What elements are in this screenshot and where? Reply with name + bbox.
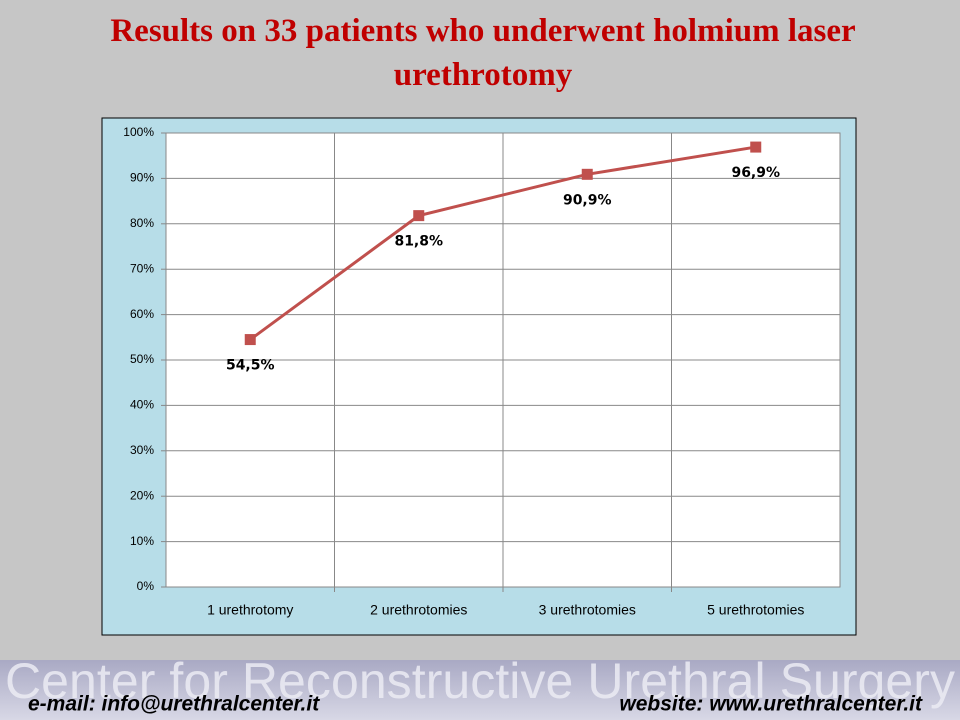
y-tick-label: 100% (123, 125, 154, 139)
x-tick-label: 5 urethrotomies (707, 602, 804, 618)
y-tick-label: 60% (130, 307, 154, 321)
footer-band (0, 660, 960, 720)
value-label: 96,9% (731, 165, 780, 181)
marker (244, 334, 256, 346)
x-tick-label: 2 urethrotomies (370, 602, 467, 618)
y-tick-label: 40% (130, 398, 154, 412)
chart: 0% 10% 20% 30% 40% 50% 60% 70% 80% 90% 100% 1 ureth… (123, 125, 840, 618)
line (249, 145, 756, 341)
marker (413, 210, 425, 222)
x-tick-label: 1 urethrotomy (207, 602, 293, 618)
y-tick-label: 10% (130, 534, 154, 548)
x-tick-label: 3 urethrotomies (539, 602, 636, 618)
y-tick-label: 70% (130, 261, 154, 275)
marker (581, 168, 593, 180)
y-tick-label: 30% (130, 443, 154, 457)
value-label: 90,9% (563, 192, 612, 208)
footer-email: e-mail: info@urethralcenter.it (28, 693, 320, 716)
y-tick-label: 80% (130, 216, 154, 230)
y-tick-label: 20% (130, 488, 154, 502)
y-tick-label: 0% (137, 579, 155, 593)
y-tick-label: 90% (130, 171, 154, 185)
footer-banner: Center for Reconstructive Urethral Surge… (5, 653, 955, 709)
y-tick-label: 50% (130, 352, 154, 366)
marker (750, 141, 762, 153)
chart-title: Results on 33 patients who underwent hol… (110, 13, 855, 93)
value-label: 81,8% (394, 234, 443, 250)
value-label: 54,5% (226, 358, 275, 374)
footer-website: website: www.urethralcenter.it (619, 693, 923, 716)
